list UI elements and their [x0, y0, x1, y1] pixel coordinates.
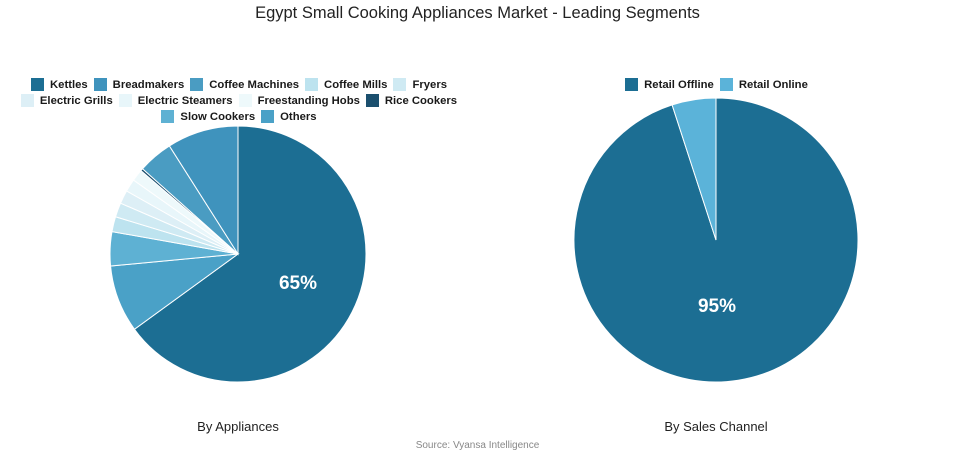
svg-text:95%: 95% [698, 296, 736, 317]
svg-text:65%: 65% [279, 273, 317, 294]
